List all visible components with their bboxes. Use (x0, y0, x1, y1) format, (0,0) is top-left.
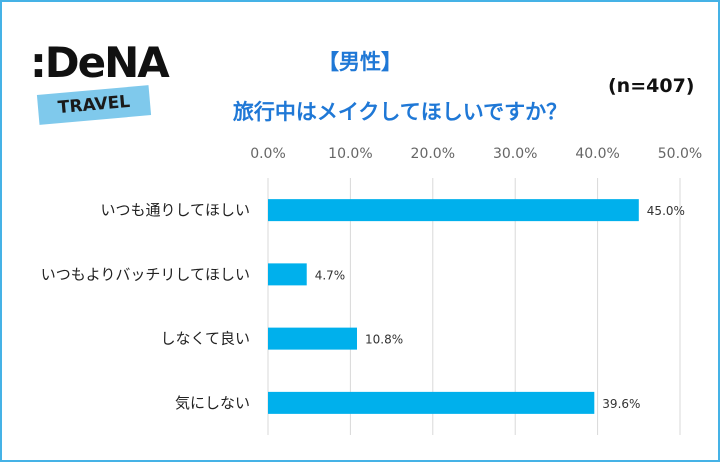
data-label: 4.7% (315, 268, 346, 282)
bar (268, 327, 357, 350)
data-label: 45.0% (647, 204, 685, 218)
data-label: 10.8% (365, 333, 403, 347)
x-tick-label: 10.0% (328, 146, 372, 162)
x-tick-label: 20.0% (411, 146, 455, 162)
x-tick-label: 30.0% (493, 146, 537, 162)
sample-size-note: (n=407) (608, 75, 695, 97)
logo-brand: :DeNA (30, 38, 170, 87)
chart-subtitle: 旅行中はメイクしてほしいですか？ (232, 100, 568, 124)
category-label: しなくて良い (160, 330, 250, 348)
x-tick-label: 0.0% (250, 146, 286, 162)
category-label: 気にしない (175, 394, 250, 412)
bar (268, 199, 639, 222)
chart-title: 【男性】 (318, 50, 402, 74)
dena-travel-logo: :DeNA TRAVEL (30, 38, 170, 133)
x-tick-label: 50.0% (658, 146, 702, 162)
category-label: いつもよりバッチリしてほしい (41, 265, 250, 283)
x-tick-label: 40.0% (575, 146, 619, 162)
data-label: 39.6% (602, 397, 640, 411)
bar (268, 263, 307, 286)
bar (268, 391, 595, 414)
category-label: いつも通りしてほしい (100, 201, 250, 219)
